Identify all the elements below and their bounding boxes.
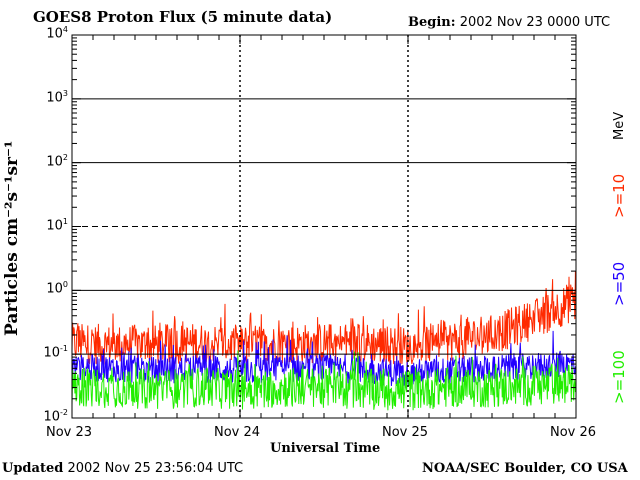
begin-label: Begin: (408, 15, 456, 30)
legend-item-ge100: >=100 (610, 350, 628, 404)
y-tick-label: 102 (46, 152, 68, 169)
y-tick-label: 10-2 (43, 408, 68, 425)
chart-title: GOES8 Proton Flux (5 minute data) (33, 8, 333, 26)
x-tick-label: Nov 25 (382, 425, 429, 440)
updated-label: Updated (2, 461, 64, 476)
y-tick-label: 103 (46, 88, 68, 106)
y-tick-label: 10-1 (43, 344, 68, 361)
y-tick-label: 101 (46, 216, 68, 233)
legend-item-ge50: >=50 (610, 261, 628, 306)
y-tick-label: 104 (46, 25, 68, 42)
series-line-3 (71, 350, 577, 411)
y-tick-label: 100 (46, 280, 68, 297)
credit-text: NOAA/SEC Boulder, CO USA (422, 461, 628, 476)
begin-timestamp: Begin: 2002 Nov 23 0000 UTC (408, 15, 610, 30)
legend-item-ge10: >=10 (610, 173, 628, 218)
x-tick-label: Nov 26 (550, 425, 597, 440)
series-line-1 (71, 271, 577, 367)
x-axis-label: Universal Time (270, 441, 381, 456)
begin-value: 2002 Nov 23 0000 UTC (459, 15, 611, 30)
updated-value: 2002 Nov 25 23:56:04 UTC (67, 461, 244, 476)
plot-frame (71, 34, 577, 419)
x-tick-label: Nov 23 (46, 425, 93, 440)
x-tick-label: Nov 24 (214, 425, 261, 440)
updated-timestamp: Updated 2002 Nov 25 23:56:04 UTC (2, 461, 243, 476)
legend-unit: MeV (612, 111, 627, 140)
